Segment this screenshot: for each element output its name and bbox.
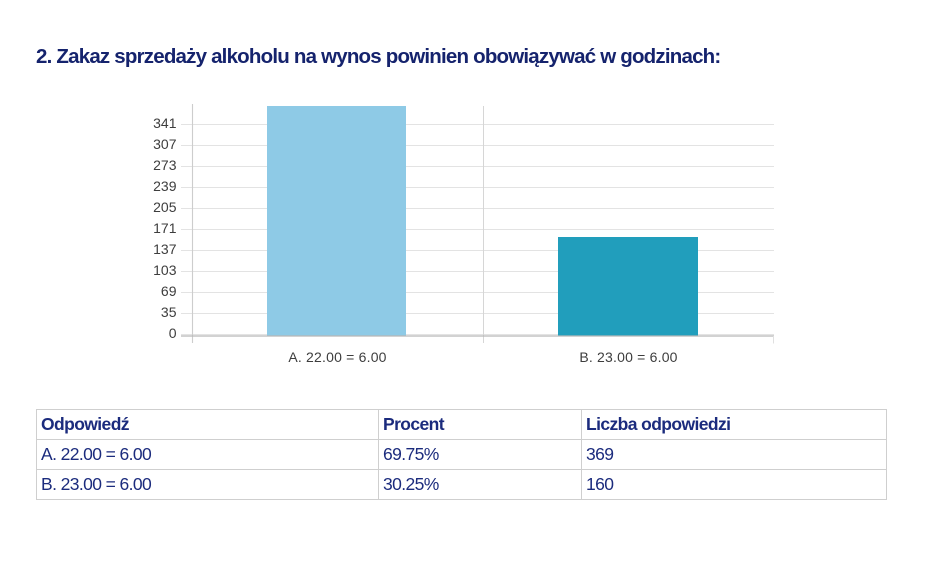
svg-text:103: 103 — [153, 262, 177, 278]
svg-text:239: 239 — [153, 178, 177, 194]
svg-text:0: 0 — [169, 325, 177, 341]
svg-text:137: 137 — [153, 241, 177, 257]
svg-text:171: 171 — [153, 220, 177, 236]
svg-text:35: 35 — [161, 304, 177, 320]
svg-text:69: 69 — [161, 283, 177, 299]
svg-text:341: 341 — [153, 115, 177, 131]
svg-text:205: 205 — [153, 199, 177, 215]
svg-text:A. 22.00 = 6.00: A. 22.00 = 6.00 — [288, 349, 386, 365]
svg-text:B. 23.00 = 6.00: B. 23.00 = 6.00 — [579, 349, 677, 365]
svg-text:273: 273 — [153, 157, 177, 173]
svg-text:307: 307 — [153, 136, 177, 152]
